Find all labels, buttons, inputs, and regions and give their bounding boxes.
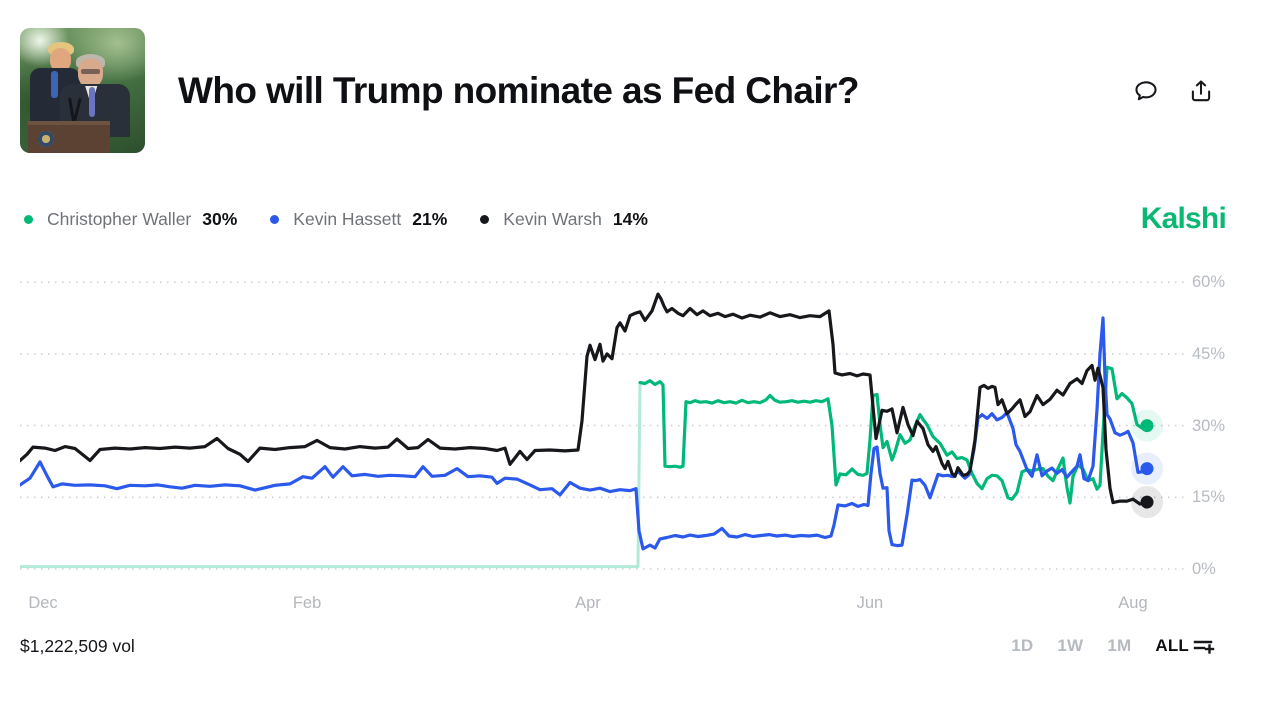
series-line-christopher-waller (638, 365, 1149, 505)
chart-footer: $1,222,509 vol 1D 1W 1M ALL (0, 634, 1276, 658)
thumb-figure-tie (51, 70, 58, 98)
time-range-selector: 1D 1W 1M ALL (1011, 636, 1189, 656)
legend-name: Kevin Hassett (293, 208, 402, 229)
y-tick-label-30%: 30% (1192, 416, 1226, 435)
legend-item-kevin-hassett[interactable]: Kevin Hassett 21% (270, 209, 447, 230)
thumb-figure2-tie (89, 86, 95, 117)
range-button-1d[interactable]: 1D (1011, 636, 1034, 655)
series-line-kevin-warsh (20, 292, 1149, 506)
series-endpoint-dot-christopher-waller (1140, 419, 1154, 433)
series-endpoint-dot-kevin-warsh (1140, 495, 1154, 509)
legend-item-christopher-waller[interactable]: Christopher Waller 30% (24, 209, 237, 230)
legend-dot-icon (480, 214, 490, 224)
market-header: Who will Trump nominate as Fed Chair? (0, 0, 1276, 153)
x-tick-label-Apr: Apr (575, 594, 601, 612)
comment-button[interactable] (1133, 78, 1159, 104)
legend-value: 14% (612, 208, 648, 229)
chart-legend: Christopher Waller 30% Kevin Hassett 21% Kev… (24, 209, 648, 230)
market-thumbnail-photo (20, 28, 145, 153)
page-title: Who will Trump nominate as Fed Chair? (178, 69, 859, 111)
legend-name: Christopher Waller (47, 208, 192, 229)
y-tick-label-60%: 60% (1192, 273, 1226, 292)
legend-item-kevin-warsh[interactable]: Kevin Warsh 14% (480, 209, 648, 230)
range-button-all[interactable]: ALL (1155, 636, 1189, 655)
x-tick-label-Aug: Aug (1118, 594, 1148, 612)
range-button-1m[interactable]: 1M (1107, 636, 1132, 655)
series-endpoint-dot-kevin-hassett (1140, 462, 1154, 476)
add-to-chart-icon (1191, 640, 1215, 661)
thumb-figure-head (50, 48, 72, 72)
x-tick-label-Dec: Dec (28, 594, 58, 612)
x-tick-label-Feb: Feb (292, 594, 322, 612)
comment-icon (1133, 78, 1159, 104)
kalshi-logo: Kalshi (1140, 202, 1227, 235)
series-line-pre-christopher-waller (20, 381, 642, 569)
thumb-figure2-glasses (81, 69, 100, 74)
add-to-chart-button[interactable] (1191, 634, 1215, 658)
legend-value: 30% (202, 208, 238, 229)
legend-value: 21% (412, 208, 448, 229)
price-chart[interactable]: 0% 15% 30% 45% 60% (0, 264, 1276, 582)
x-tick-label-Jun: Jun (856, 594, 884, 612)
share-button[interactable] (1188, 78, 1214, 104)
y-tick-label-0%: 0% (1192, 560, 1216, 578)
range-button-1w[interactable]: 1W (1057, 636, 1084, 655)
volume-label: $1,222,509 vol (20, 635, 135, 656)
legend-row: Christopher Waller 30% Kevin Hassett 21% Kev… (24, 202, 1227, 235)
y-tick-label-45%: 45% (1192, 344, 1226, 363)
y-tick-label-15%: 15% (1192, 488, 1226, 507)
header-actions (1133, 78, 1214, 104)
thumb-presidential-seal (37, 130, 54, 147)
legend-dot-icon (24, 214, 33, 224)
x-axis-labels: Dec Feb Apr Jun Aug (0, 582, 1276, 612)
series-line-kevin-hassett (20, 316, 1149, 551)
chart-plot-svg[interactable] (20, 264, 1185, 582)
legend-name: Kevin Warsh (503, 208, 602, 229)
share-icon (1188, 78, 1214, 104)
legend-dot-icon (270, 214, 280, 224)
